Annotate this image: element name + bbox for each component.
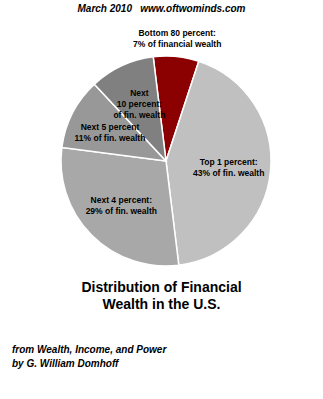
- html-text:Distribution of Financial Weal: Distribution of Financial Wealth in the …: [81, 279, 242, 312]
- svg-text:Next 5 percent11% of fin. weal: Next 5 percent11% of fin. wealth: [75, 122, 146, 143]
- html-text:by G. William Domhoff: by G. William Domhoff: [12, 358, 119, 369]
- svg-text:Top 1 percent:43% of fin. weal: Top 1 percent:43% of fin. wealth: [193, 157, 264, 178]
- svg-text:Bottom 80 percent:7% of financ: Bottom 80 percent:7% of financial wealth: [133, 28, 221, 49]
- html-text:from Wealth, Income, and Power: from Wealth, Income, and Power: [12, 344, 167, 355]
- svg-text:Next10 percent:of fin. wealth: Next10 percent:of fin. wealth: [113, 88, 165, 120]
- svg-text:Next 4 percent:29% of fin. wea: Next 4 percent:29% of fin. wealth: [86, 195, 157, 216]
- html-text:March 2010 www.oftwominds.com: March 2010 www.oftwominds.com: [77, 3, 246, 14]
